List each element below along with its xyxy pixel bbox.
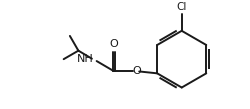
Text: O: O xyxy=(132,66,140,76)
Text: Cl: Cl xyxy=(176,2,186,12)
Text: NH: NH xyxy=(77,54,94,64)
Text: O: O xyxy=(109,39,118,49)
